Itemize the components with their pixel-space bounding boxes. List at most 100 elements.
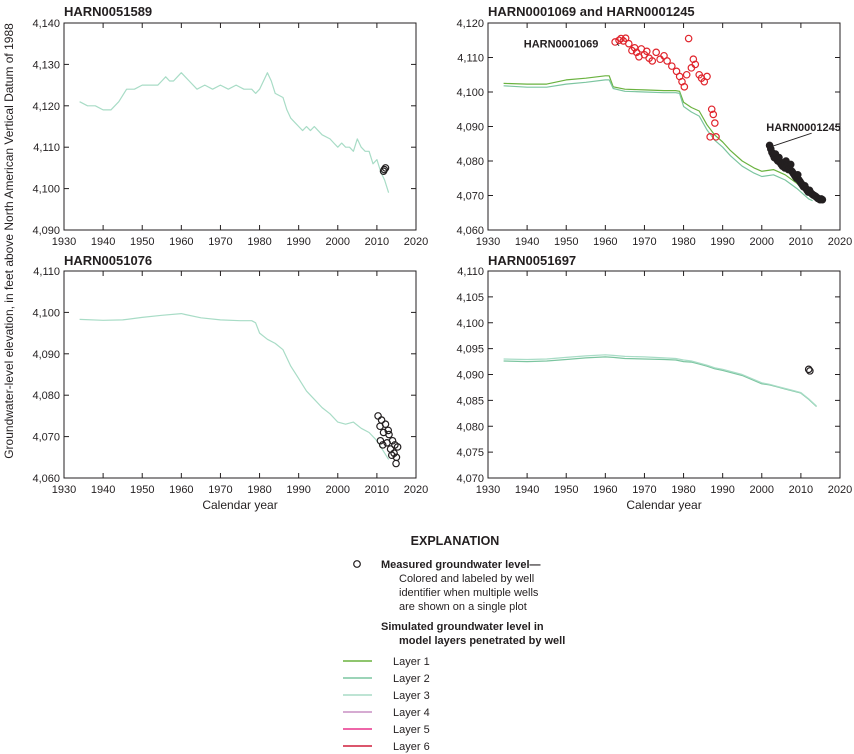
x-tick-label: 2010 [365, 236, 389, 248]
x-tick-label: 1960 [593, 484, 617, 496]
legend-heading: EXPLANATION [411, 534, 500, 548]
y-tick-label: 4,080 [32, 390, 60, 402]
x-axis-label: Calendar year [626, 498, 701, 512]
series-line-layer-3 [79, 313, 390, 460]
y-tick-label: 4,090 [456, 370, 484, 382]
y-tick-label: 4,060 [32, 473, 60, 485]
legend-simulated-title-2: model layers penetrated by well [399, 635, 565, 647]
measured-point [381, 420, 390, 428]
y-tick-label: 4,070 [456, 473, 484, 485]
measured-point-harn0001069 [615, 36, 623, 45]
x-tick-label: 1990 [286, 236, 310, 248]
chart-panel-harn0001069-harn0001245: HARN0001069 and HARN0001245 1930 1940 1950… [456, 4, 852, 512]
measured-point [806, 367, 814, 375]
measured-point-harn0001069 [712, 133, 720, 141]
measured-point-harn0001069 [624, 39, 633, 48]
measured-point [391, 441, 399, 449]
x-tick-label: 1960 [593, 236, 617, 248]
x-tick-label: 1970 [208, 236, 232, 248]
legend-label-layer-6: Layer 6 [393, 741, 430, 753]
axis-ticks: 1930 1940 1950 1960 1970 1980 1990 2000 2010 2020… [32, 18, 428, 248]
legend-measured-title: Measured groundwater level— [381, 559, 541, 571]
legend-measured-marker [353, 560, 361, 568]
measured-point-harn0001069 [621, 34, 630, 42]
y-tick-label: 4,090 [456, 122, 484, 134]
measured-point [388, 436, 397, 445]
measured-point [387, 451, 396, 460]
x-tick-label: 2010 [365, 484, 389, 496]
measured-point-harn0001069 [648, 57, 657, 65]
x-tick-label: 2000 [750, 484, 774, 496]
x-tick-label: 1950 [130, 484, 154, 496]
y-tick-label: 4,140 [32, 18, 60, 30]
y-tick-label: 4,105 [456, 292, 484, 304]
plot-frame [487, 270, 841, 479]
x-tick-label: 1980 [671, 236, 695, 248]
series-line-layer-1 [503, 75, 813, 197]
series-line-layer-3 [503, 354, 817, 407]
plot-area: HARN0001069 HARN0001245 [503, 34, 841, 204]
x-tick-label: 1930 [52, 484, 76, 496]
series-line-layer-2 [503, 356, 817, 408]
measured-point [377, 416, 386, 424]
annotation-leader [769, 132, 812, 148]
x-tick-label: 1940 [515, 236, 539, 248]
y-tick-label: 4,075 [456, 447, 484, 459]
plot-area [79, 313, 402, 468]
x-tick-label: 2000 [326, 484, 350, 496]
plot-frame [63, 22, 417, 231]
measured-point-harn0001069 [707, 105, 716, 114]
measured-point [380, 165, 389, 174]
legend-measured-desc-2: identifier when multiple wells [399, 587, 539, 599]
measured-point [376, 436, 385, 445]
measured-point [384, 426, 393, 435]
annotation-label: HARN0001069 [524, 39, 599, 51]
series-line-layer-3 [79, 72, 390, 193]
x-tick-label: 1980 [247, 484, 271, 496]
measured-point-harn0001069 [668, 62, 676, 70]
measured-point-harn0001069 [691, 60, 700, 69]
measured-point-harn0001069 [703, 72, 711, 81]
x-tick-label: 2010 [789, 236, 813, 248]
plot-area [79, 72, 390, 193]
x-tick-label: 1960 [169, 236, 193, 248]
y-tick-label: 4,100 [32, 307, 60, 319]
annotation-label: HARN0001245 [766, 122, 841, 134]
y-tick-label: 4,100 [456, 87, 484, 99]
measured-point-harn0001245 [786, 160, 795, 169]
legend: EXPLANATION Measured groundwater level— … [343, 534, 565, 753]
x-tick-label: 2020 [404, 236, 428, 248]
y-tick-label: 4,120 [456, 18, 484, 30]
legend-simulated-title-1: Simulated groundwater level in [381, 621, 544, 633]
x-tick-label: 1940 [515, 484, 539, 496]
x-tick-label: 1940 [91, 236, 115, 248]
annotation-leader [616, 43, 620, 47]
y-tick-label: 4,110 [457, 266, 484, 278]
x-tick-label: 2020 [404, 484, 428, 496]
x-tick-label: 1930 [476, 484, 500, 496]
x-tick-label: 2020 [828, 236, 852, 248]
measured-point-harn0001069 [663, 57, 671, 65]
y-tick-label: 4,110 [457, 53, 484, 65]
y-tick-label: 4,060 [456, 225, 484, 237]
chart-title: HARN0051076 [64, 253, 152, 268]
measured-point-harn0001069 [656, 55, 664, 64]
chart-title: HARN0051589 [64, 4, 152, 19]
x-tick-label: 1980 [247, 236, 271, 248]
x-tick-label: 2020 [828, 484, 852, 496]
measured-point-harn0001069 [711, 119, 719, 127]
x-tick-label: 1990 [286, 484, 310, 496]
measured-point-harn0001069 [611, 38, 619, 46]
x-tick-label: 1930 [476, 236, 500, 248]
axis-ticks: 1930 1940 1950 1960 1970 1980 1990 2000 2010 2020… [32, 266, 428, 496]
x-tick-label: 1980 [671, 484, 695, 496]
legend-label-layer-3: Layer 3 [393, 690, 430, 702]
x-tick-label: 1950 [130, 236, 154, 248]
x-tick-label: 1960 [169, 484, 193, 496]
y-tick-label: 4,095 [456, 344, 484, 356]
chart-title: HARN0051697 [488, 253, 576, 268]
measured-point-harn0001069 [687, 64, 696, 72]
measured-point [378, 441, 387, 449]
measured-point-harn0001245 [818, 195, 827, 204]
